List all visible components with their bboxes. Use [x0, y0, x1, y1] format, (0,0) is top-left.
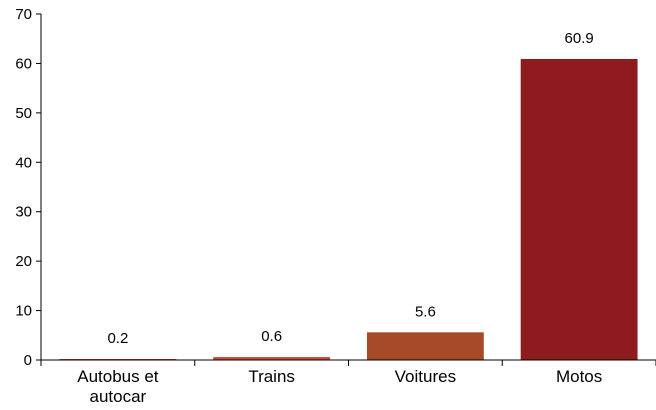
data-label: 0.6: [261, 328, 282, 345]
y-tick-label: 50: [15, 105, 32, 122]
y-tick-label: 30: [15, 204, 32, 221]
data-label: 5.6: [415, 303, 436, 320]
bar: [520, 58, 638, 360]
y-tick-label: 0: [24, 352, 32, 369]
y-axis: 0 10 20 30 40 50 60 70: [15, 6, 42, 369]
y-tick-label: 20: [15, 253, 32, 270]
x-tick-label: Trains: [248, 367, 295, 386]
y-tick-label: 60: [15, 55, 32, 72]
y-tick-label: 40: [15, 154, 32, 171]
y-tick-label: 10: [15, 303, 32, 320]
bars: 0.2 0.6 5.6 60.9: [59, 30, 638, 360]
data-label: 60.9: [565, 30, 594, 47]
y-tick-label: 70: [15, 6, 32, 23]
bar: [366, 332, 484, 360]
x-tick-label: Voitures: [395, 367, 456, 386]
x-tick-label: Autobus et: [77, 367, 159, 386]
x-tick-label: Motos: [556, 367, 602, 386]
data-label: 0.2: [107, 330, 128, 347]
bar: [213, 357, 331, 360]
x-tick-label: autocar: [90, 387, 147, 406]
